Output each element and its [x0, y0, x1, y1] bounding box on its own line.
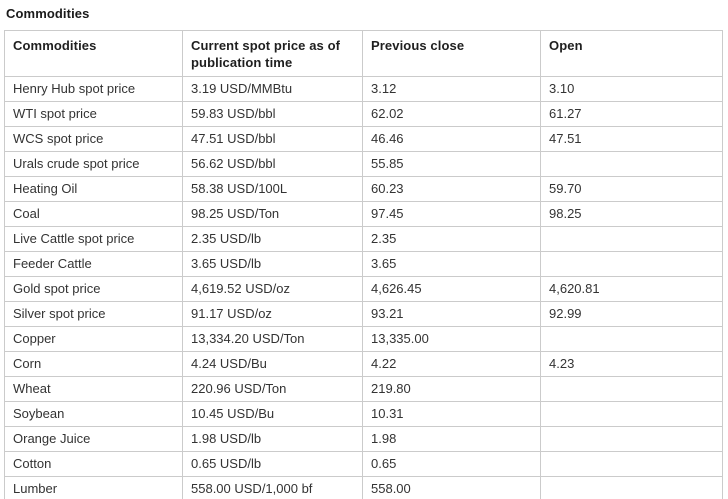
cell-previous-close: 558.00 [362, 476, 541, 499]
cell-open [540, 326, 723, 352]
cell-current-spot-price: 98.25 USD/Ton [182, 201, 363, 227]
cell-current-spot-price: 4,619.52 USD/oz [182, 276, 363, 302]
commodities-table: Commodities Current spot price as of publ… [4, 30, 723, 499]
cell-open: 47.51 [540, 126, 723, 152]
cell-current-spot-price: 0.65 USD/lb [182, 451, 363, 477]
cell-current-spot-price: 91.17 USD/oz [182, 301, 363, 327]
cell-previous-close: 46.46 [362, 126, 541, 152]
cell-previous-close: 62.02 [362, 101, 541, 127]
cell-previous-close: 10.31 [362, 401, 541, 427]
cell-previous-close: 97.45 [362, 201, 541, 227]
cell-current-spot-price: 59.83 USD/bbl [182, 101, 363, 127]
cell-commodity: Live Cattle spot price [4, 226, 183, 252]
table-row: Wheat 220.96 USD/Ton 219.80 [4, 376, 723, 402]
cell-current-spot-price: 2.35 USD/lb [182, 226, 363, 252]
cell-previous-close: 60.23 [362, 176, 541, 202]
cell-open [540, 476, 723, 499]
table-row: Soybean 10.45 USD/Bu 10.31 [4, 401, 723, 427]
cell-commodity: WCS spot price [4, 126, 183, 152]
table-row: Corn 4.24 USD/Bu 4.22 4.23 [4, 351, 723, 377]
table-row: WCS spot price 47.51 USD/bbl 46.46 47.51 [4, 126, 723, 152]
cell-commodity: Copper [4, 326, 183, 352]
table-row: Cotton 0.65 USD/lb 0.65 [4, 451, 723, 477]
cell-current-spot-price: 56.62 USD/bbl [182, 151, 363, 177]
column-header-current-spot-price: Current spot price as of publication tim… [182, 30, 363, 77]
cell-current-spot-price: 1.98 USD/lb [182, 426, 363, 452]
table-body: Henry Hub spot price 3.19 USD/MMBtu 3.12 3.… [4, 76, 723, 499]
cell-current-spot-price: 3.65 USD/lb [182, 251, 363, 277]
cell-commodity: Corn [4, 351, 183, 377]
cell-open: 98.25 [540, 201, 723, 227]
cell-open [540, 426, 723, 452]
cell-previous-close: 55.85 [362, 151, 541, 177]
cell-previous-close: 1.98 [362, 426, 541, 452]
cell-commodity: Henry Hub spot price [4, 76, 183, 102]
cell-current-spot-price: 13,334.20 USD/Ton [182, 326, 363, 352]
cell-open [540, 376, 723, 402]
cell-commodity: WTI spot price [4, 101, 183, 127]
cell-commodity: Urals crude spot price [4, 151, 183, 177]
cell-previous-close: 13,335.00 [362, 326, 541, 352]
cell-commodity: Feeder Cattle [4, 251, 183, 277]
cell-previous-close: 219.80 [362, 376, 541, 402]
cell-current-spot-price: 558.00 USD/1,000 bf [182, 476, 363, 499]
cell-current-spot-price: 3.19 USD/MMBtu [182, 76, 363, 102]
table-row: Coal 98.25 USD/Ton 97.45 98.25 [4, 201, 723, 227]
cell-current-spot-price: 58.38 USD/100L [182, 176, 363, 202]
cell-commodity: Orange Juice [4, 426, 183, 452]
cell-open [540, 401, 723, 427]
column-header-commodity: Commodities [4, 30, 183, 77]
column-header-previous-close: Previous close [362, 30, 541, 77]
cell-open [540, 251, 723, 277]
cell-open: 61.27 [540, 101, 723, 127]
cell-commodity: Cotton [4, 451, 183, 477]
cell-open: 4,620.81 [540, 276, 723, 302]
cell-previous-close: 2.35 [362, 226, 541, 252]
cell-open [540, 151, 723, 177]
table-row: Heating Oil 58.38 USD/100L 60.23 59.70 [4, 176, 723, 202]
cell-previous-close: 0.65 [362, 451, 541, 477]
cell-commodity: Heating Oil [4, 176, 183, 202]
table-row: Live Cattle spot price 2.35 USD/lb 2.35 [4, 226, 723, 252]
cell-commodity: Gold spot price [4, 276, 183, 302]
table-row: Silver spot price 91.17 USD/oz 93.21 92.99 [4, 301, 723, 327]
cell-open: 4.23 [540, 351, 723, 377]
table-row: Gold spot price 4,619.52 USD/oz 4,626.45 4,… [4, 276, 723, 302]
cell-previous-close: 4,626.45 [362, 276, 541, 302]
column-header-open: Open [540, 30, 723, 77]
cell-previous-close: 4.22 [362, 351, 541, 377]
cell-current-spot-price: 10.45 USD/Bu [182, 401, 363, 427]
cell-open [540, 451, 723, 477]
cell-commodity: Soybean [4, 401, 183, 427]
table-row: Lumber 558.00 USD/1,000 bf 558.00 [4, 476, 723, 499]
cell-open: 59.70 [540, 176, 723, 202]
table-row: Orange Juice 1.98 USD/lb 1.98 [4, 426, 723, 452]
cell-current-spot-price: 47.51 USD/bbl [182, 126, 363, 152]
table-header: Commodities Current spot price as of publ… [4, 30, 723, 77]
table-row: WTI spot price 59.83 USD/bbl 62.02 61.27 [4, 101, 723, 127]
cell-previous-close: 3.12 [362, 76, 541, 102]
cell-open: 92.99 [540, 301, 723, 327]
table-row: Feeder Cattle 3.65 USD/lb 3.65 [4, 251, 723, 277]
table-row: Urals crude spot price 56.62 USD/bbl 55.85 [4, 151, 723, 177]
cell-previous-close: 3.65 [362, 251, 541, 277]
table-row: Copper 13,334.20 USD/Ton 13,335.00 [4, 326, 723, 352]
cell-open [540, 226, 723, 252]
cell-commodity: Lumber [4, 476, 183, 499]
cell-commodity: Coal [4, 201, 183, 227]
cell-current-spot-price: 220.96 USD/Ton [182, 376, 363, 402]
table-row: Henry Hub spot price 3.19 USD/MMBtu 3.12 3.… [4, 76, 723, 102]
page-title: Commodities [6, 6, 90, 21]
cell-current-spot-price: 4.24 USD/Bu [182, 351, 363, 377]
cell-previous-close: 93.21 [362, 301, 541, 327]
cell-commodity: Silver spot price [4, 301, 183, 327]
cell-open: 3.10 [540, 76, 723, 102]
header-row: Commodities Current spot price as of publ… [4, 30, 723, 77]
cell-commodity: Wheat [4, 376, 183, 402]
